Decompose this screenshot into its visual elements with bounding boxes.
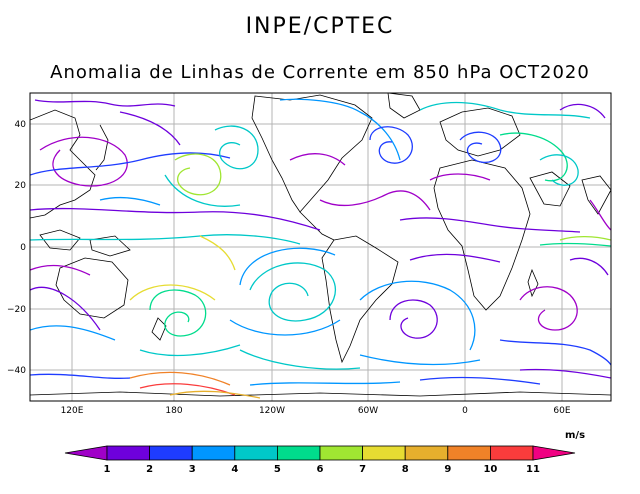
- colorbar-swatch: [276, 445, 321, 461]
- colorbar-label: 6: [317, 464, 324, 475]
- colorbar-swatch: [149, 445, 193, 461]
- colorbar-swatch: [447, 445, 491, 461]
- map-title: Anomalia de Linhas de Corrente em 850 hP…: [50, 62, 590, 83]
- colorbar-swatch: [489, 445, 534, 461]
- colorbar-right-triangle: [532, 445, 576, 461]
- latitude-ticks: 40 20 0 −20 −40: [7, 120, 26, 376]
- colorbar-label: 9: [444, 464, 451, 475]
- organization-title: INPE/CPTEC: [245, 14, 395, 39]
- lon-tick-label: 120W: [259, 406, 285, 416]
- colorbar-swatch: [234, 445, 278, 461]
- colorbar: 1 2 3 4 5 6 7 8 9 10 11: [64, 445, 576, 475]
- lon-tick-label: 180: [165, 406, 182, 416]
- colorbar-swatch: [191, 445, 236, 461]
- lat-tick-label: −40: [7, 366, 26, 376]
- lat-tick-label: 0: [20, 243, 26, 253]
- colorbar-label: 4: [231, 464, 238, 475]
- colorbar-swatch: [106, 445, 150, 461]
- colorbar-swatch: [362, 445, 406, 461]
- lon-tick-label: 60E: [553, 406, 570, 416]
- longitude-ticks: 120E 180 120W 60W 0 60E: [61, 406, 571, 416]
- lat-tick-label: 20: [15, 181, 27, 191]
- lon-tick-label: 0: [462, 406, 468, 416]
- colorbar-label: 11: [526, 464, 540, 475]
- colorbar-label: 7: [359, 464, 366, 475]
- streamlines: [30, 98, 611, 399]
- colorbar-swatch: [319, 445, 363, 461]
- colorbar-label: 1: [104, 464, 111, 475]
- lat-tick-label: 40: [15, 120, 27, 130]
- colorbar-swatch: [404, 445, 449, 461]
- colorbar-label: 5: [274, 464, 281, 475]
- lon-tick-label: 60W: [358, 406, 378, 416]
- colorbar-label: 3: [189, 464, 196, 475]
- colorbar-left-triangle: [64, 445, 108, 461]
- colorbar-label: 8: [402, 464, 409, 475]
- colorbar-label: 10: [483, 464, 497, 475]
- lon-tick-label: 120E: [61, 406, 84, 416]
- map-frame: [29, 92, 612, 402]
- lat-tick-label: −20: [7, 305, 26, 315]
- colorbar-label: 2: [146, 464, 153, 475]
- colorbar-units-label: m/s: [565, 430, 586, 441]
